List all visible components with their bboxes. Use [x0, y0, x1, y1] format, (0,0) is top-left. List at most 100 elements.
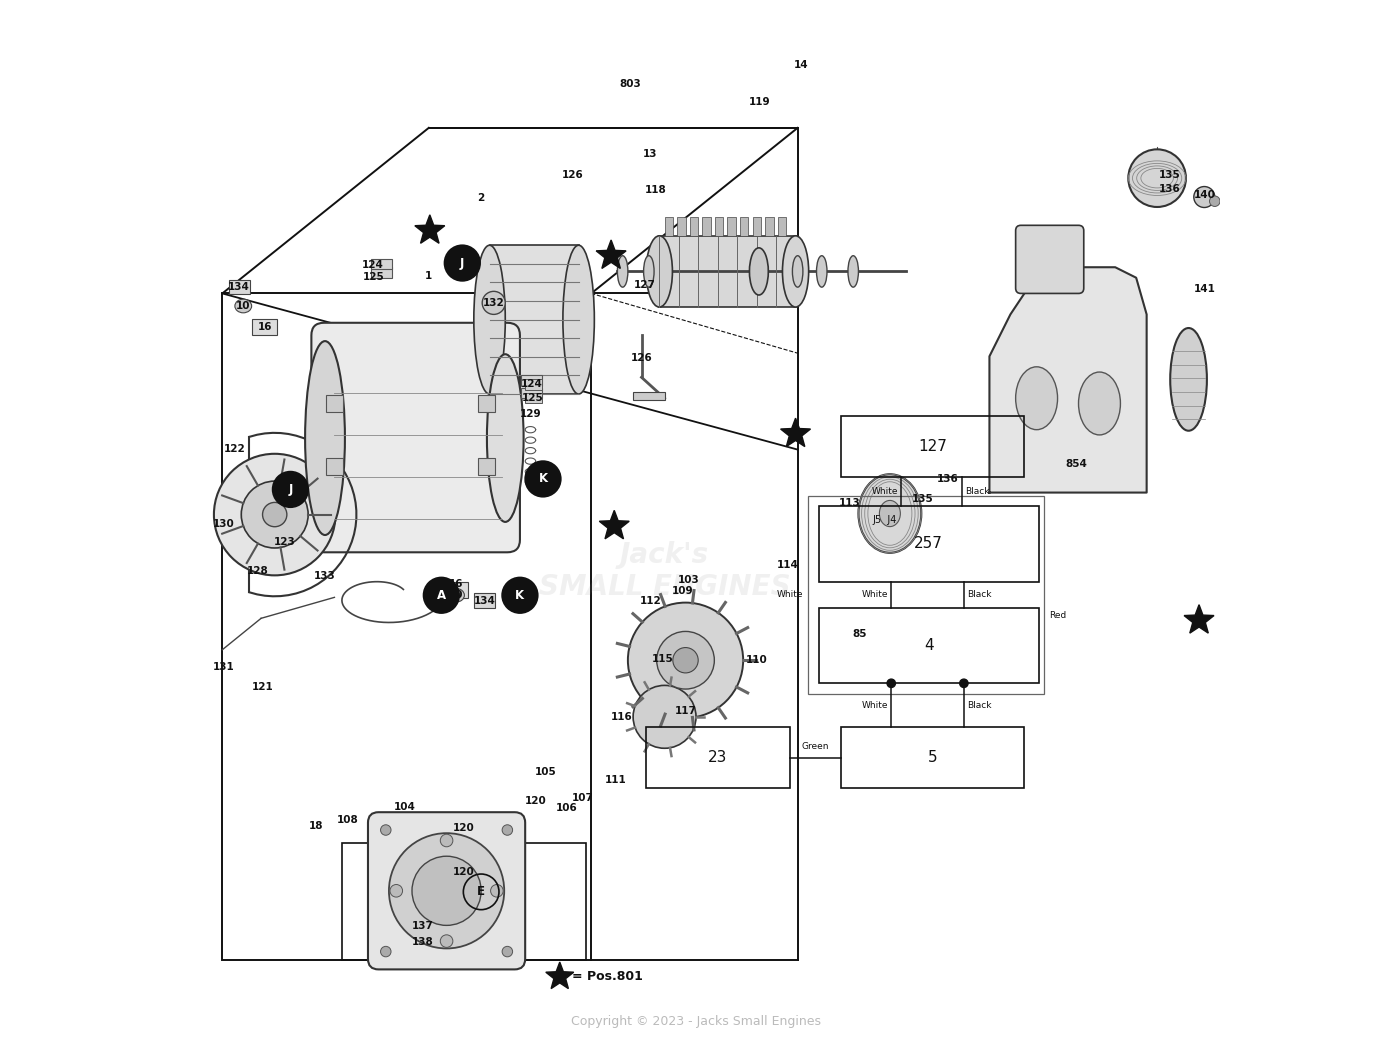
Bar — [473, 593, 494, 608]
Bar — [477, 395, 494, 412]
Bar — [660, 236, 796, 307]
Text: White: White — [871, 487, 898, 496]
Text: White: White — [777, 590, 803, 599]
Ellipse shape — [880, 501, 901, 526]
Circle shape — [503, 825, 512, 835]
Text: 111: 111 — [604, 774, 626, 785]
Text: 129: 129 — [519, 409, 541, 419]
Bar — [326, 395, 342, 412]
Text: 132: 132 — [483, 298, 505, 308]
Bar — [252, 319, 277, 335]
Text: J: J — [288, 483, 292, 496]
Text: 130: 130 — [213, 519, 234, 529]
Ellipse shape — [487, 354, 523, 522]
Text: 133: 133 — [315, 571, 335, 582]
Text: 141: 141 — [1193, 284, 1215, 294]
Text: 124: 124 — [362, 260, 384, 270]
Bar — [809, 496, 1044, 694]
Ellipse shape — [792, 256, 803, 287]
Text: 135: 135 — [912, 494, 933, 504]
Circle shape — [390, 885, 402, 897]
Text: 110: 110 — [746, 655, 767, 665]
Polygon shape — [600, 510, 629, 539]
Circle shape — [490, 885, 503, 897]
Circle shape — [214, 454, 335, 575]
Text: 131: 131 — [213, 661, 234, 672]
Bar — [766, 217, 774, 236]
Circle shape — [263, 502, 287, 527]
Polygon shape — [1185, 605, 1214, 633]
Bar — [728, 217, 736, 236]
Text: 120: 120 — [525, 795, 547, 806]
Bar — [521, 375, 541, 386]
Text: 10: 10 — [448, 590, 464, 601]
Circle shape — [503, 946, 512, 957]
Text: Jack's
SMALL ENGINES: Jack's SMALL ENGINES — [539, 541, 791, 602]
Text: 137: 137 — [412, 921, 433, 932]
Bar — [689, 217, 699, 236]
Polygon shape — [415, 215, 445, 243]
Text: 138: 138 — [412, 937, 433, 947]
Circle shape — [525, 461, 561, 497]
Text: 126: 126 — [631, 353, 653, 364]
Text: 2: 2 — [477, 193, 484, 203]
Text: 119: 119 — [749, 96, 771, 107]
Bar — [841, 727, 1025, 788]
Text: A: A — [437, 589, 445, 602]
Text: 117: 117 — [675, 705, 696, 716]
Bar — [525, 393, 541, 403]
Bar — [525, 379, 541, 390]
Text: K: K — [515, 589, 525, 602]
Text: J5  J4: J5 J4 — [873, 515, 896, 525]
Text: 109: 109 — [671, 586, 693, 596]
Bar — [633, 392, 664, 400]
Circle shape — [423, 577, 459, 613]
Text: 128: 128 — [246, 566, 269, 576]
Ellipse shape — [1079, 372, 1121, 435]
Text: 4: 4 — [924, 638, 934, 653]
Ellipse shape — [305, 341, 345, 536]
Text: 114: 114 — [777, 560, 799, 570]
Text: 107: 107 — [572, 792, 594, 803]
Circle shape — [380, 946, 391, 957]
Polygon shape — [596, 240, 626, 268]
Text: 123: 123 — [274, 537, 296, 547]
Ellipse shape — [562, 245, 594, 394]
Text: 134: 134 — [228, 282, 251, 292]
Text: 125: 125 — [522, 393, 543, 403]
Circle shape — [440, 834, 452, 847]
Text: 135: 135 — [1158, 170, 1180, 180]
Bar — [372, 267, 393, 278]
Ellipse shape — [235, 300, 252, 313]
Bar — [646, 727, 791, 788]
Text: E: E — [477, 886, 486, 898]
Text: 106: 106 — [557, 803, 578, 813]
Bar — [477, 458, 494, 475]
Text: J: J — [461, 257, 465, 269]
Text: Black: Black — [965, 487, 990, 496]
Ellipse shape — [782, 236, 809, 307]
Polygon shape — [990, 267, 1147, 493]
FancyBboxPatch shape — [312, 323, 521, 552]
Text: 803: 803 — [619, 79, 640, 89]
Circle shape — [672, 648, 699, 673]
Ellipse shape — [448, 589, 465, 602]
Text: 136: 136 — [937, 474, 959, 484]
Circle shape — [273, 472, 308, 507]
Text: 122: 122 — [224, 443, 246, 454]
Text: 113: 113 — [839, 498, 860, 508]
Bar — [818, 608, 1038, 683]
Circle shape — [440, 935, 452, 947]
Bar — [703, 217, 711, 236]
Circle shape — [412, 856, 482, 925]
Text: 10: 10 — [237, 301, 251, 311]
Ellipse shape — [749, 248, 768, 296]
Text: Black: Black — [967, 701, 991, 709]
Circle shape — [959, 679, 967, 687]
Text: 115: 115 — [651, 654, 674, 664]
Polygon shape — [546, 962, 574, 988]
Text: Green: Green — [802, 742, 830, 751]
Bar — [841, 416, 1025, 477]
Text: 127: 127 — [633, 280, 656, 290]
Bar — [443, 582, 468, 598]
